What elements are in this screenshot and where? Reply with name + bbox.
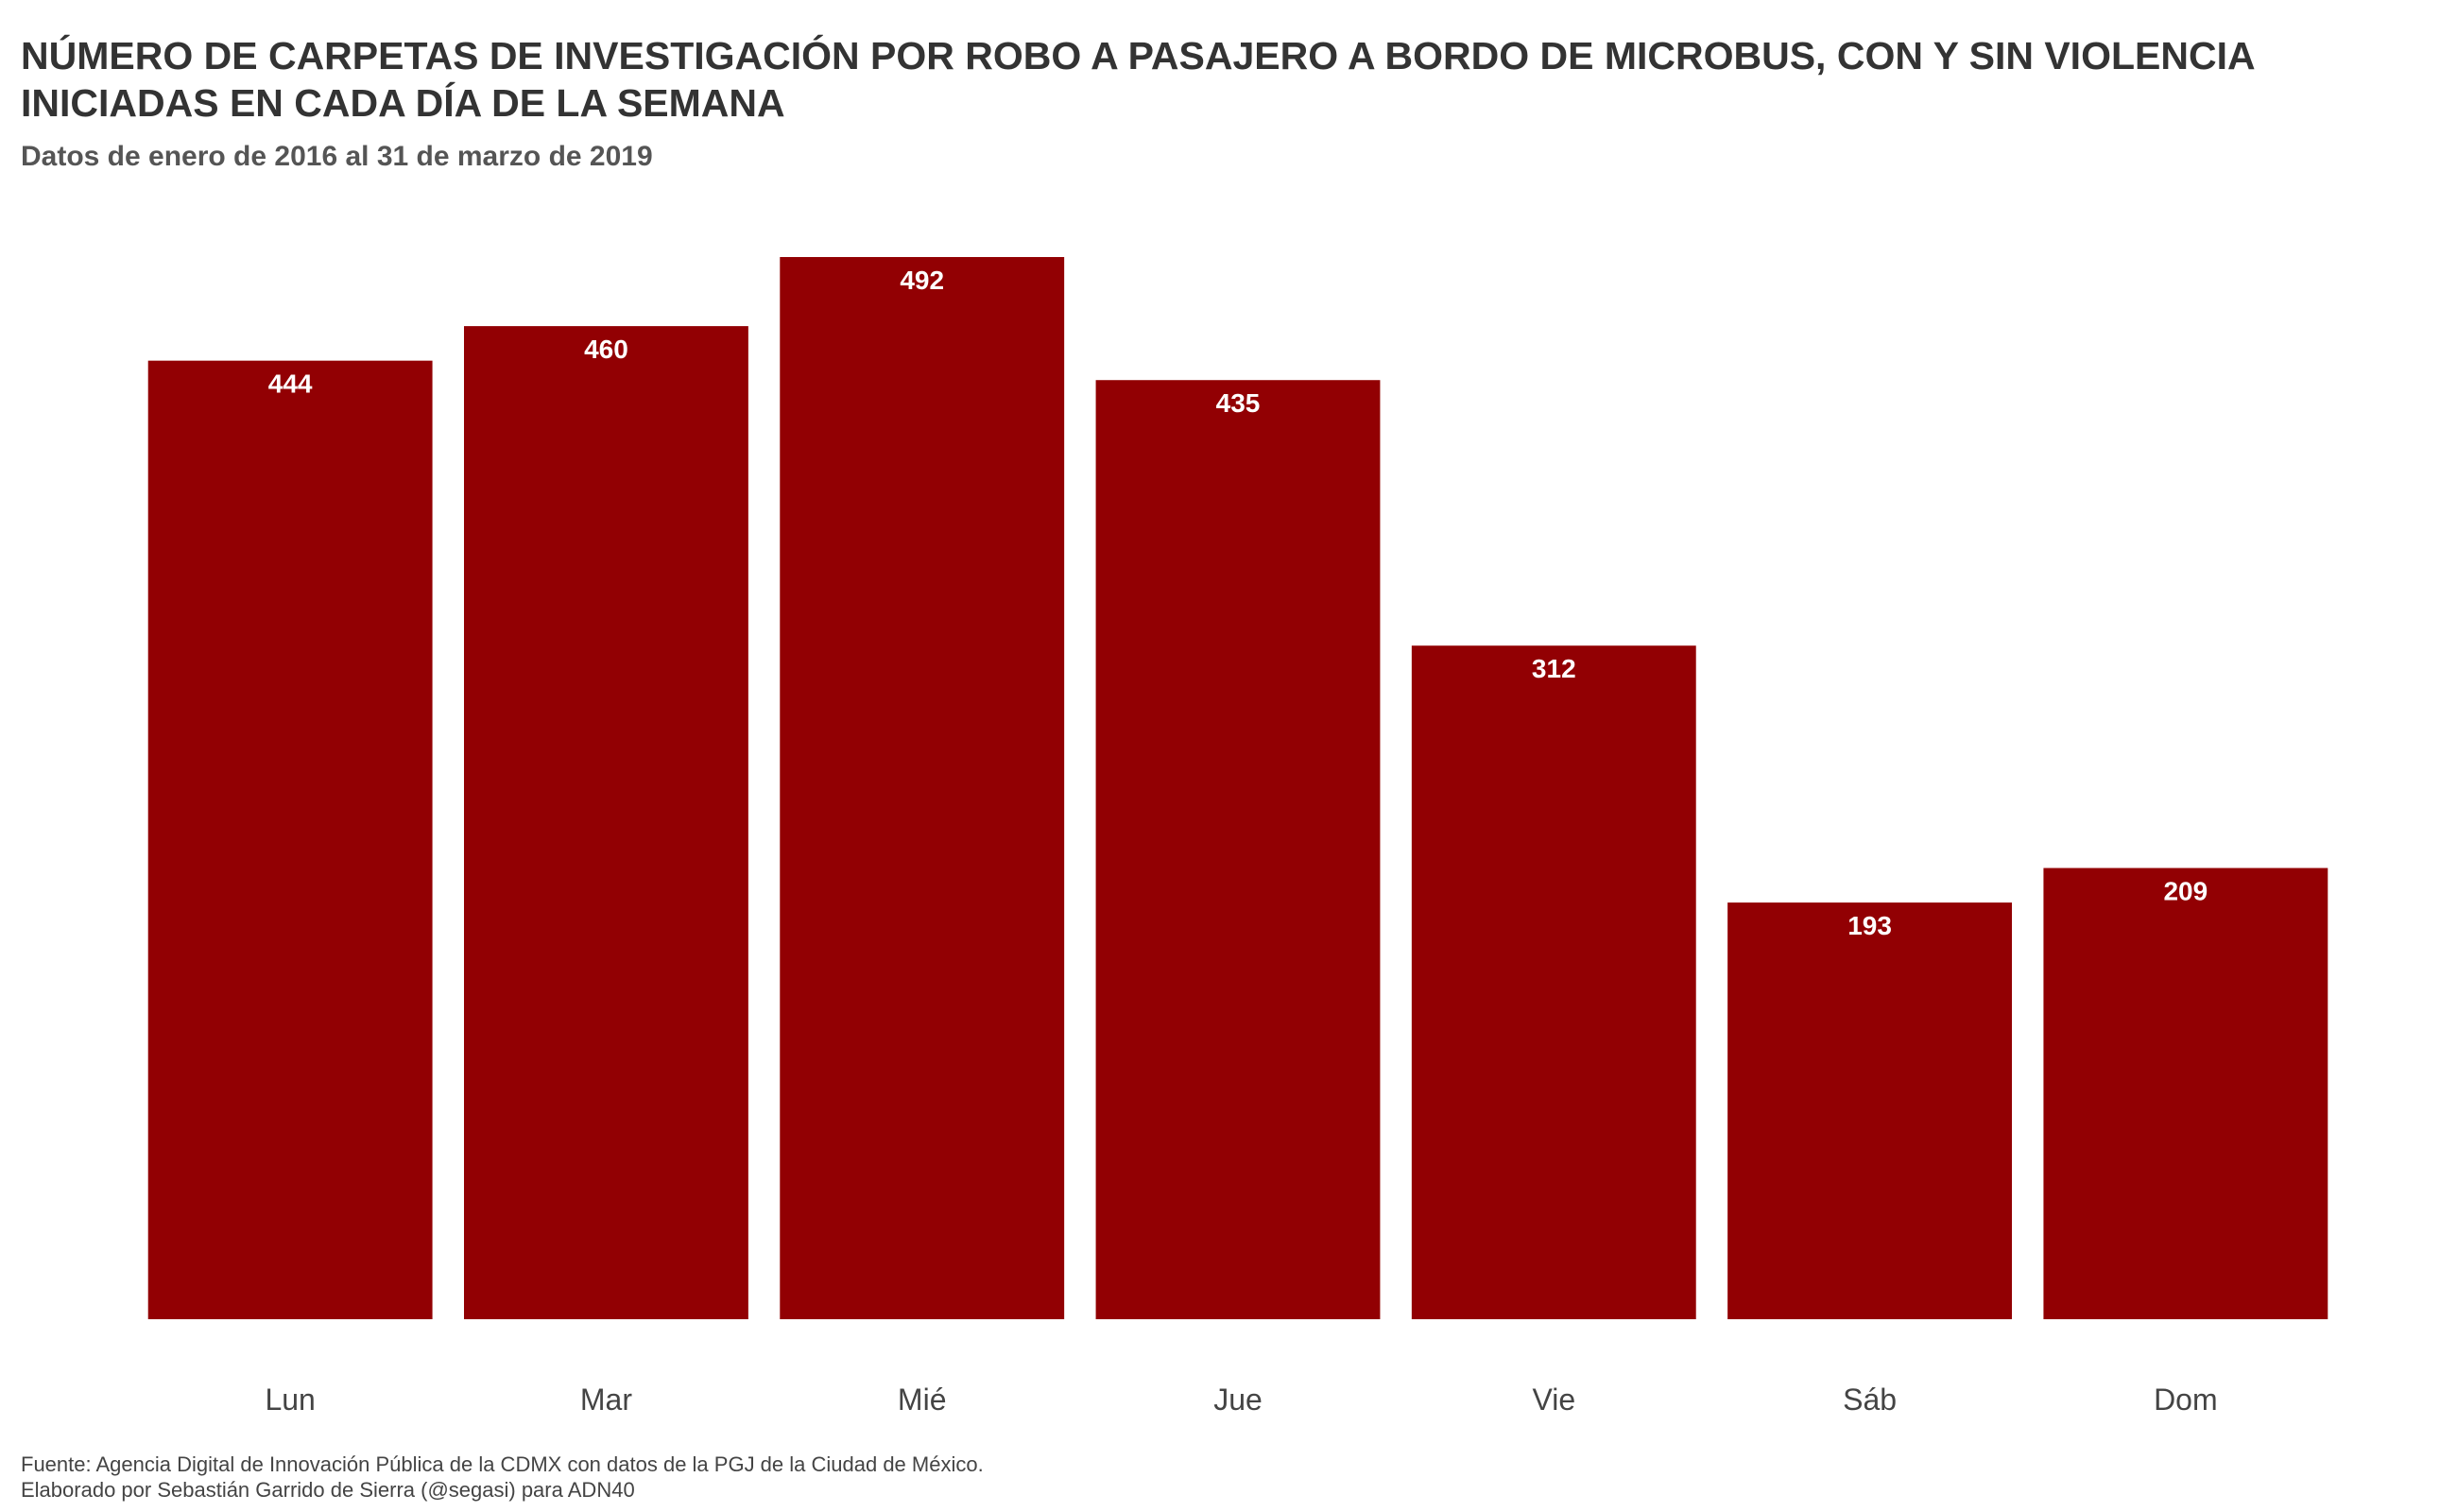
bar-labels-group: 444 460 492 435 312 193 209 xyxy=(268,266,2208,940)
chart-caption: Fuente: Agencia Digital de Innovación Pú… xyxy=(21,1452,984,1503)
x-tick-label-0: Lun xyxy=(265,1383,315,1417)
bar-value-label-0: 444 xyxy=(268,369,313,399)
x-tick-label-5: Sáb xyxy=(1843,1383,1897,1417)
bars-group xyxy=(147,257,2328,1320)
bar-value-label-6: 209 xyxy=(2163,877,2208,906)
caption-source: Fuente: Agencia Digital de Innovación Pú… xyxy=(21,1452,984,1476)
x-tick-label-6: Dom xyxy=(2154,1383,2218,1417)
bar-5 xyxy=(1727,902,2012,1319)
x-axis-ticks: Lun Mar Mié Jue Vie Sáb Dom xyxy=(265,1383,2217,1417)
bar-0 xyxy=(147,360,433,1319)
bar-value-label-3: 435 xyxy=(1216,388,1261,418)
bar-4 xyxy=(1411,645,1696,1319)
bar-value-label-2: 492 xyxy=(900,266,944,295)
bar-value-label-1: 460 xyxy=(584,335,628,364)
bar-6 xyxy=(2043,868,2328,1319)
chart-title: NÚMERO DE CARPETAS DE INVESTIGACIÓN POR … xyxy=(21,34,2255,125)
x-tick-label-2: Mié xyxy=(898,1383,947,1417)
caption-credit: Elaborado por Sebastián Garrido de Sierr… xyxy=(21,1478,635,1502)
x-tick-label-4: Vie xyxy=(1532,1383,1575,1417)
bar-value-label-5: 193 xyxy=(1847,911,1892,940)
x-tick-label-1: Mar xyxy=(580,1383,632,1417)
bar-chart: 444 460 492 435 312 193 209 Lun Mar Mié Jue Vie Sáb… xyxy=(147,257,2328,1417)
bar-2 xyxy=(780,257,1065,1319)
bar-1 xyxy=(464,326,748,1319)
bar-value-label-4: 312 xyxy=(1532,654,1576,683)
chart-subtitle: Datos de enero de 2016 al 31 de marzo de… xyxy=(21,141,653,172)
x-tick-label-3: Jue xyxy=(1213,1383,1263,1417)
bar-3 xyxy=(1095,380,1381,1320)
